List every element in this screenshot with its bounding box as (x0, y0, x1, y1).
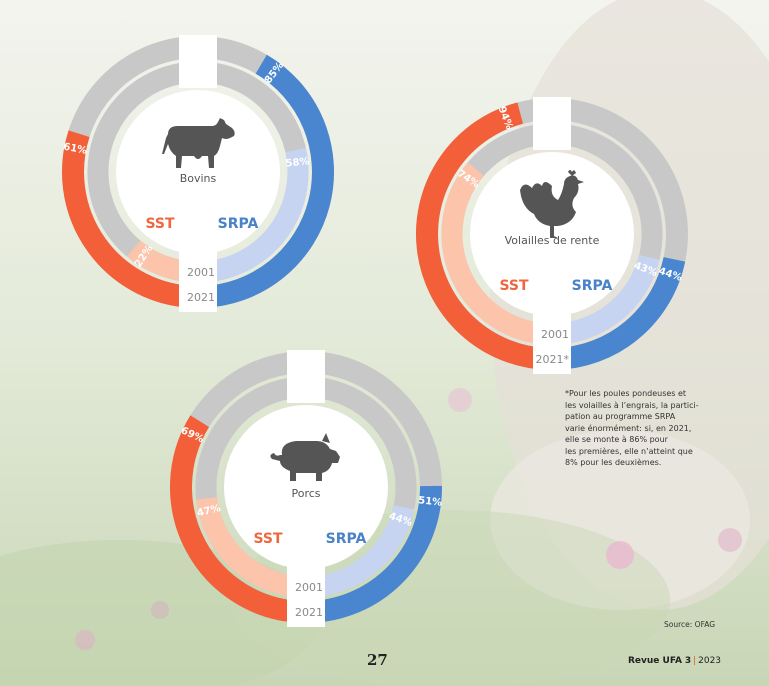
footnote-line: les premières, elle n’atteint que (565, 446, 693, 456)
value-label: 51% (418, 495, 443, 509)
program-label-sst: SST (253, 531, 283, 547)
program-label-sst: SST (145, 216, 175, 232)
bar-srpa-2021 (309, 485, 443, 623)
value-label: 47% (196, 503, 222, 519)
cow-icon (162, 118, 235, 168)
bar-sst-2021 (416, 102, 549, 370)
page-number: 27 (367, 651, 388, 669)
year-label-inner: 2001 (541, 328, 569, 341)
pig-icon (270, 433, 340, 481)
inner-disc (116, 90, 280, 254)
source-note: Source: OFAG (664, 620, 716, 629)
year-label-inner: 2001 (187, 266, 215, 279)
subject-label: Volailles de rente (505, 234, 600, 247)
program-label-srpa: SRPA (326, 531, 367, 547)
inner-disc (224, 405, 388, 569)
year-label-outer: 2021 (295, 606, 323, 619)
bar-sst-2021 (170, 415, 303, 623)
bar-sst-2021 (62, 130, 195, 308)
journal-footer: Revue UFA 3 | 2023 (628, 656, 722, 666)
bar-srpa-2001 (308, 504, 415, 598)
subject-label: Bovins (180, 172, 217, 185)
program-label-srpa: SRPA (572, 278, 613, 294)
footnote-line: elle se monte à 86% pour (565, 435, 668, 444)
footnote-line: pation au programme SRPA (565, 412, 676, 421)
subject-label: Porcs (291, 487, 320, 500)
program-label-srpa: SRPA (218, 216, 259, 232)
journal-name: Revue UFA (628, 656, 682, 666)
top-gap (179, 35, 217, 88)
value-label: 58% (285, 156, 310, 169)
year-label-outer: 2021* (536, 353, 570, 366)
program-label-sst: SST (499, 278, 529, 294)
bar-srpa-2001 (200, 147, 309, 283)
journal-year: 2023 (698, 656, 722, 666)
chicken-icon (520, 170, 584, 238)
footnote-line: *Pour les poules pondeuses et (565, 389, 687, 398)
top-gap (287, 350, 325, 403)
footnote-line: varie énormément: si, en 2021, (565, 423, 692, 433)
top-gap (533, 97, 571, 150)
footnote: *Pour les poules pondeuses et les volail… (565, 388, 715, 469)
footnote-line: les volailles à l’engrais, la partici- (565, 400, 699, 410)
bar-sst-2001 (441, 162, 550, 345)
bar-srpa-2021 (201, 54, 334, 308)
journal-issue: 3 (684, 656, 692, 666)
footnote-line: 8% pour les deuxièmes. (565, 458, 662, 467)
value-label: 61% (62, 142, 88, 157)
bar-srpa-2021 (555, 256, 686, 370)
year-label-outer: 2021 (187, 291, 215, 304)
bar-sst-2001 (196, 496, 304, 598)
bar-srpa-2001 (554, 254, 660, 345)
year-label-inner: 2001 (295, 581, 323, 594)
